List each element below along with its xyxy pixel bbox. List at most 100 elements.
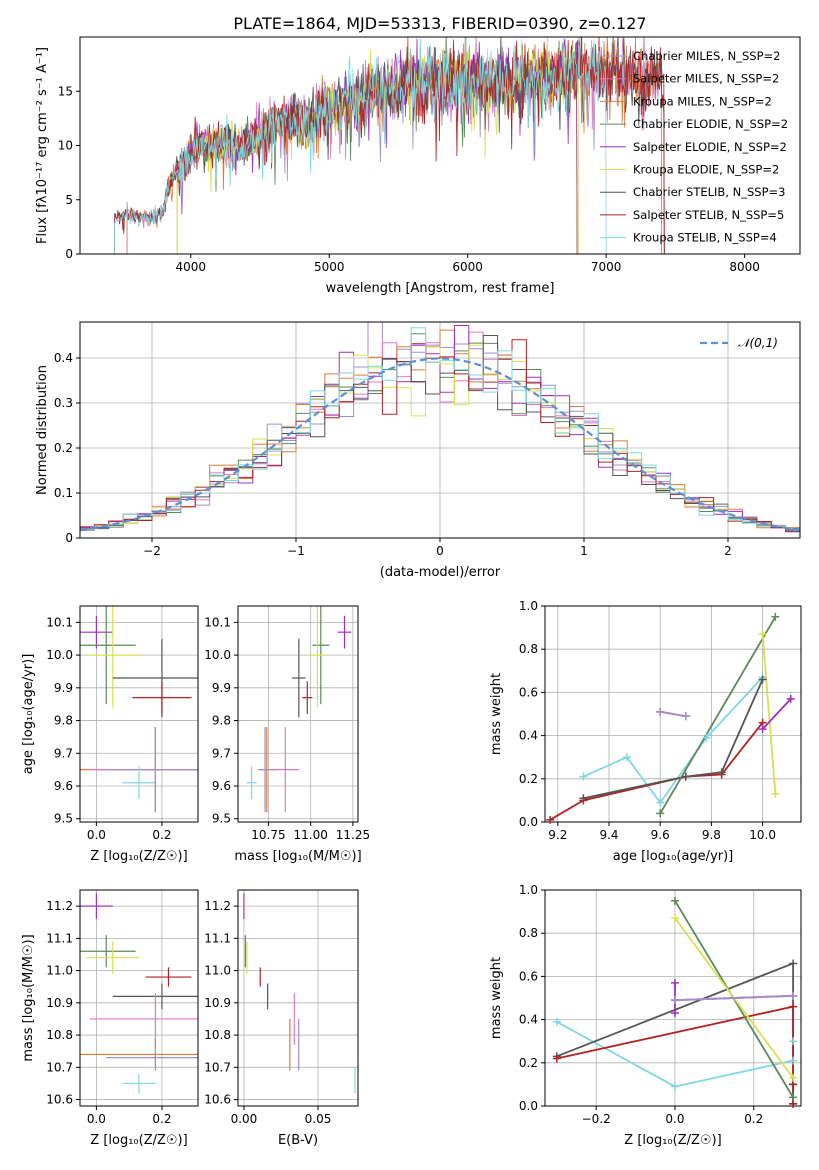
data-point bbox=[112, 983, 198, 1010]
chart-weight-vs-z: −0.2 0.0 0.2 0.0 0.2 0.4 0.6 0.8 1.0 Z [log₁₀(Z/Z… bbox=[489, 883, 802, 1148]
weight-marker bbox=[670, 996, 679, 1005]
data-point bbox=[86, 941, 139, 974]
y-tick-label: 0.8 bbox=[519, 926, 538, 940]
y-tick-label: 9.9 bbox=[212, 681, 231, 695]
data-point bbox=[86, 606, 139, 708]
spectrum-line bbox=[114, 37, 665, 254]
legend-label: Salpeter ELODIE, N_SSP=2 bbox=[633, 140, 787, 154]
x-tick-label: 0.0 bbox=[87, 1112, 106, 1126]
y-tick-label: 10.9 bbox=[204, 996, 231, 1010]
plot-area-weight-vs-age bbox=[549, 616, 792, 821]
y-axis-label: mass weight bbox=[489, 673, 504, 755]
y-tick-label: 11.1 bbox=[46, 931, 73, 945]
grid-weight-vs-z bbox=[545, 889, 801, 1107]
x-axis-label: wavelength [Angstrom, rest frame] bbox=[326, 281, 555, 296]
x-tick-label: −0.2 bbox=[582, 1112, 611, 1126]
legend-label: Kroupa STELIB, N_SSP=4 bbox=[633, 231, 777, 245]
y-axis-label: Flux [fλ10⁻¹⁷ erg cm⁻² s⁻¹ A⁻¹] bbox=[35, 47, 50, 244]
x-tick-label: 9.2 bbox=[548, 828, 567, 842]
chart-age-vs-z: 0.0 0.2 9.5 9.6 9.7 9.8 9.9 10.0 10.1 Z [log₁₀(Z/… bbox=[21, 605, 199, 864]
x-axis-label: mass [log₁₀(M/M☉)] bbox=[234, 849, 361, 864]
weight-marker bbox=[579, 772, 588, 781]
y-tick-label: 10.0 bbox=[46, 648, 73, 662]
y-tick-label: 0.3 bbox=[54, 396, 73, 410]
data-point bbox=[106, 727, 198, 813]
weight-marker bbox=[789, 991, 798, 1000]
x-tick-label: 8000 bbox=[729, 260, 760, 274]
weight-marker bbox=[656, 798, 665, 807]
y-tick-label: 0.6 bbox=[519, 969, 538, 983]
data-point bbox=[80, 893, 113, 920]
y-axis-label: mass weight bbox=[489, 957, 504, 1039]
y-tick-label: 0.2 bbox=[54, 441, 73, 455]
y-tick-label: 0.4 bbox=[519, 729, 538, 743]
y-tick-label: 9.5 bbox=[212, 812, 231, 826]
x-tick-label: 4000 bbox=[175, 260, 206, 274]
y-tick-label: 5 bbox=[65, 193, 73, 207]
y-tick-label: 10.9 bbox=[46, 996, 73, 1010]
legend-label: Chabrier STELIB, N_SSP=3 bbox=[633, 185, 785, 199]
axes-frame-weight-vs-z bbox=[544, 889, 802, 1107]
plot-area-age-vs-mass bbox=[246, 606, 352, 813]
data-point bbox=[292, 638, 306, 718]
weight-marker bbox=[681, 772, 690, 781]
x-tick-label: −2 bbox=[143, 544, 161, 558]
x-tick-label: 0 bbox=[436, 544, 444, 558]
y-tick-label: 1.0 bbox=[519, 883, 538, 897]
x-tick-label: 7000 bbox=[591, 260, 622, 274]
spectrum-line bbox=[114, 37, 607, 254]
data-point bbox=[122, 766, 156, 800]
y-tick-label: 10.1 bbox=[46, 615, 73, 629]
y-tick-label: 9.9 bbox=[54, 681, 73, 695]
data-point bbox=[122, 1073, 156, 1094]
weight-line bbox=[761, 634, 777, 794]
data-point bbox=[271, 727, 299, 813]
weight-marker bbox=[622, 753, 631, 762]
data-point bbox=[145, 967, 192, 987]
histogram-step bbox=[80, 339, 800, 538]
data-point bbox=[302, 681, 313, 714]
y-tick-label: 11.0 bbox=[204, 964, 231, 978]
y-tick-label: 9.8 bbox=[212, 714, 231, 728]
y-tick-label: 1.0 bbox=[519, 599, 538, 613]
spectrum-line bbox=[114, 37, 665, 254]
weight-marker bbox=[670, 1082, 679, 1091]
data-point bbox=[80, 615, 113, 649]
x-tick-label: 0.2 bbox=[152, 828, 171, 842]
ticks-age-vs-mass bbox=[234, 621, 354, 826]
y-tick-label: 0.1 bbox=[54, 486, 73, 500]
plot-area-mass-vs-ebv bbox=[243, 893, 356, 1094]
data-point bbox=[308, 606, 326, 708]
chart-residuals: −2 −1 0 1 2 0 0.1 0.2 0.3 0.4 (data-model)/error No… bbox=[35, 321, 801, 580]
weight-marker bbox=[789, 1002, 798, 1011]
y-tick-label: 10.8 bbox=[46, 1028, 73, 1042]
x-tick-label: 0.2 bbox=[152, 1112, 171, 1126]
y-tick-label: 0.2 bbox=[519, 772, 538, 786]
data-point bbox=[106, 1047, 198, 1068]
weight-line bbox=[674, 994, 794, 1002]
weight-marker bbox=[702, 733, 711, 742]
data-point bbox=[312, 606, 330, 705]
histogram-step bbox=[80, 327, 800, 538]
weight-marker bbox=[771, 789, 780, 798]
y-tick-label: 10 bbox=[58, 139, 73, 153]
x-tick-label: 5000 bbox=[314, 260, 345, 274]
weight-marker bbox=[789, 1056, 798, 1065]
weight-marker bbox=[670, 1009, 679, 1018]
legend-label: Chabrier ELODIE, N_SSP=2 bbox=[633, 117, 788, 131]
axes-frame-weight-vs-age bbox=[544, 605, 802, 823]
ticks-mass-vs-ebv bbox=[234, 905, 319, 1110]
ticks-spectrum bbox=[76, 90, 746, 258]
x-tick-label: 10.75 bbox=[251, 828, 285, 842]
y-tick-label: 10.6 bbox=[46, 1093, 73, 1107]
chart-age-vs-mass: 10.75 11.00 11.25 9.5 9.6 9.7 9.8 9.9 10.0 10.1 ma… bbox=[204, 605, 370, 864]
y-tick-label: 0.0 bbox=[519, 815, 538, 829]
plot-area-mass-vs-z bbox=[80, 893, 198, 1094]
data-point bbox=[259, 727, 271, 813]
weight-line bbox=[549, 722, 764, 821]
plot-area-residuals bbox=[80, 322, 800, 538]
weight-marker bbox=[786, 694, 795, 703]
weight-marker bbox=[670, 896, 679, 905]
